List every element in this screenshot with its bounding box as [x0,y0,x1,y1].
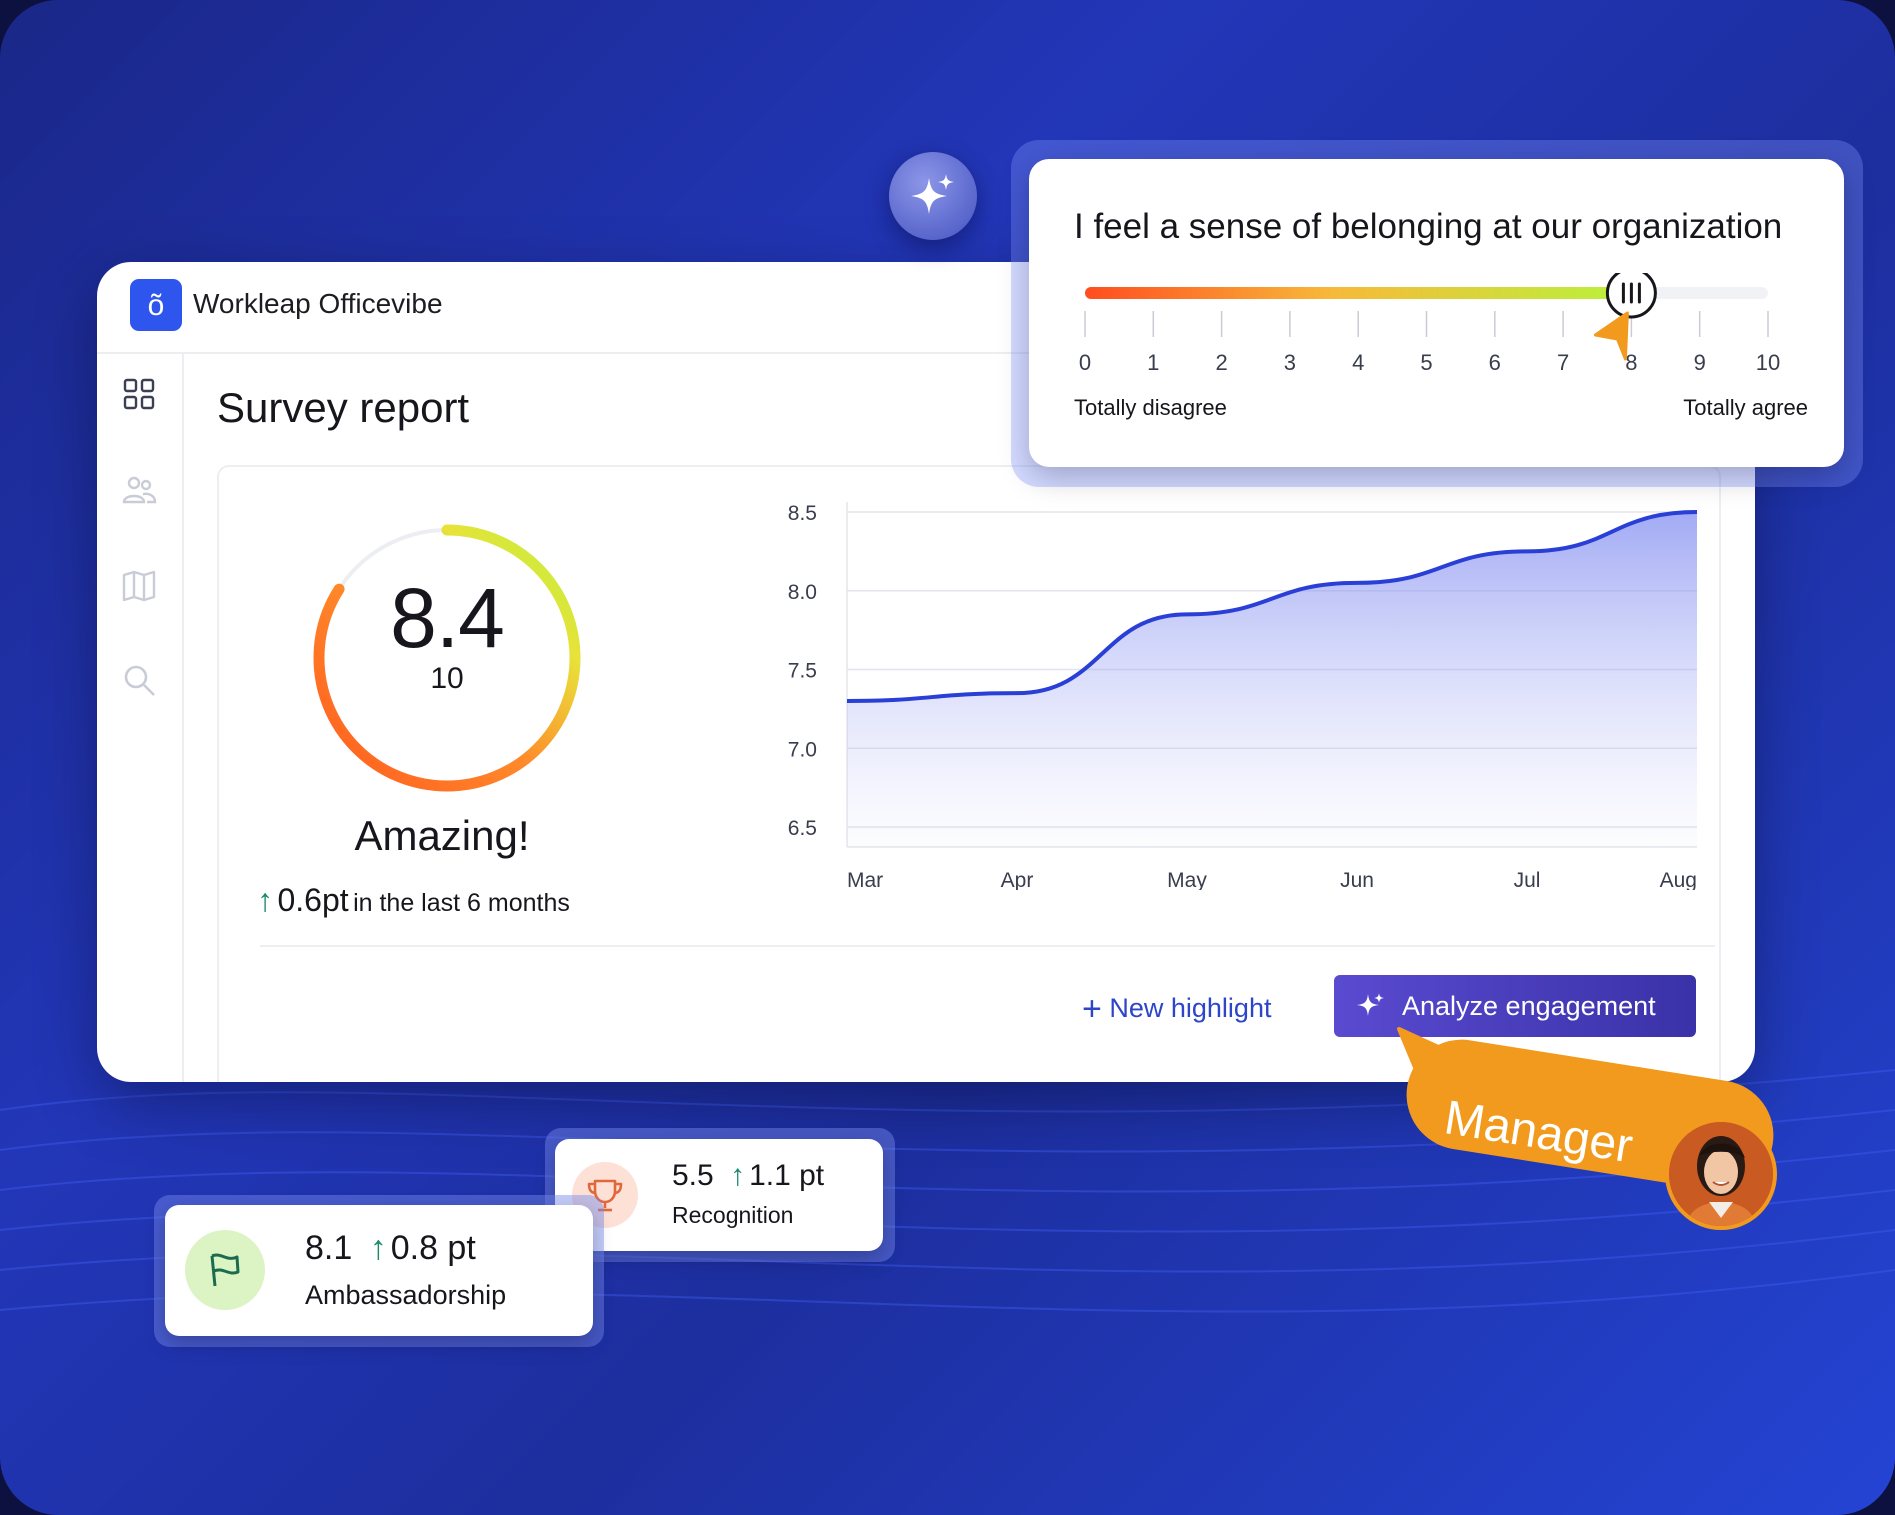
slider-tick-label: 9 [1694,350,1706,375]
cursor-pointer-icon [1593,311,1629,361]
ambassadorship-metric-card: 8.1 ↑ 0.8 pt Ambassadorship [165,1205,593,1336]
arrow-up-icon: ↑ [369,1229,387,1267]
slider-tick-label: 10 [1756,350,1780,375]
ambassadorship-score: 8.1 ↑ 0.8 pt [305,1229,476,1268]
sparkle-icon [911,174,954,214]
sparkle-icon [1357,993,1384,1016]
score-trend: ↑ 0.6pt in the last 6 months [257,882,570,919]
chart-x-tick-label: Mar [847,869,883,890]
book-icon[interactable] [121,568,157,604]
analyze-engagement-label: Analyze engagement [1402,991,1656,1021]
chart-y-tick-label: 7.5 [788,660,817,683]
question-text: I feel a sense of belonging at our organ… [1074,207,1783,246]
trend-value: 0.6pt [277,882,349,918]
gauge-progress-arc [313,524,581,792]
recognition-metric-card: 5.5 ↑ 1.1 pt Recognition [555,1139,883,1251]
slider-tick-label: 6 [1489,350,1501,375]
chart-area-fill [847,512,1697,847]
ambassadorship-delta: 0.8 pt [390,1229,476,1267]
grid-icon[interactable] [121,376,157,412]
chart-y-tick-label: 7.0 [788,738,817,761]
chart-y-tick-label: 8.0 [788,581,817,604]
slider-handle[interactable] [1605,273,1657,319]
slider-tick-label: 4 [1352,350,1364,375]
analyze-engagement-button[interactable]: Analyze engagement [1334,975,1696,1037]
scale-min-label: Totally disagree [1074,395,1227,420]
new-highlight-button[interactable]: + New highlight [1082,990,1271,1029]
chart-x-tick-label: Apr [1001,869,1034,890]
divider [260,945,1715,947]
search-icon[interactable] [121,662,157,698]
question-card: I feel a sense of belonging at our organ… [1029,159,1844,467]
recognition-value: 5.5 [672,1159,714,1192]
slider-tick-label: 0 [1079,350,1091,375]
score-gauge [313,524,581,792]
ai-sparkle-badge [889,152,977,240]
slider-tick-label: 1 [1147,350,1159,375]
score-max: 10 [430,662,464,695]
people-icon[interactable] [121,472,157,508]
slider-tick-label: 3 [1284,350,1296,375]
arrow-up-icon: ↑ [730,1159,746,1192]
rating-slider[interactable]: 0 1 2 3 4 5 6 7 8 9 10 [1063,273,1803,383]
chart-x-tick-label: Jul [1514,869,1541,890]
chart-y-tick-label: 8.5 [788,502,817,525]
officevibe-logo-icon: õ [130,279,182,331]
slider-tick-label: 8 [1625,350,1637,375]
flag-icon [185,1230,265,1310]
ambassadorship-value: 8.1 [305,1229,353,1267]
new-highlight-label: New highlight [1109,993,1272,1023]
page-title: Survey report [217,384,470,431]
slider-tick-label: 7 [1557,350,1569,375]
plus-icon: + [1082,990,1102,1028]
slider-fill [1085,287,1632,299]
scale-max-label: Totally agree [1683,395,1808,420]
slider-tick-label: 2 [1215,350,1227,375]
slider-tick-label: 5 [1420,350,1432,375]
recognition-score: 5.5 ↑ 1.1 pt [672,1159,824,1193]
chart-x-tick-label: May [1167,869,1207,890]
chart-y-tick-label: 6.5 [788,817,817,840]
chart-series-line [846,510,1698,703]
arrow-up-icon: ↑ [257,882,273,918]
trend-text: in the last 6 months [353,889,570,917]
recognition-delta: 1.1 pt [749,1159,825,1192]
chart-x-tick-label: Jun [1340,869,1374,890]
score-history-chart: 8.5 8.0 7.5 7.0 6.5 Mar Apr May Jun Jul Aug [788,502,1698,890]
sidebar [97,352,184,1082]
score-rating-label: Amazing! [354,812,530,859]
chart-x-tick-label: Aug [1660,869,1697,890]
report-panel [217,465,1721,1082]
score-value: 8.4 [390,571,505,665]
app-header: õ Workleap Officevibe [97,262,1755,354]
app-title: Workleap Officevibe [193,288,443,319]
recognition-label: Recognition [672,1202,794,1228]
ambassadorship-label: Ambassadorship [305,1280,507,1310]
avatar [1665,1118,1777,1230]
